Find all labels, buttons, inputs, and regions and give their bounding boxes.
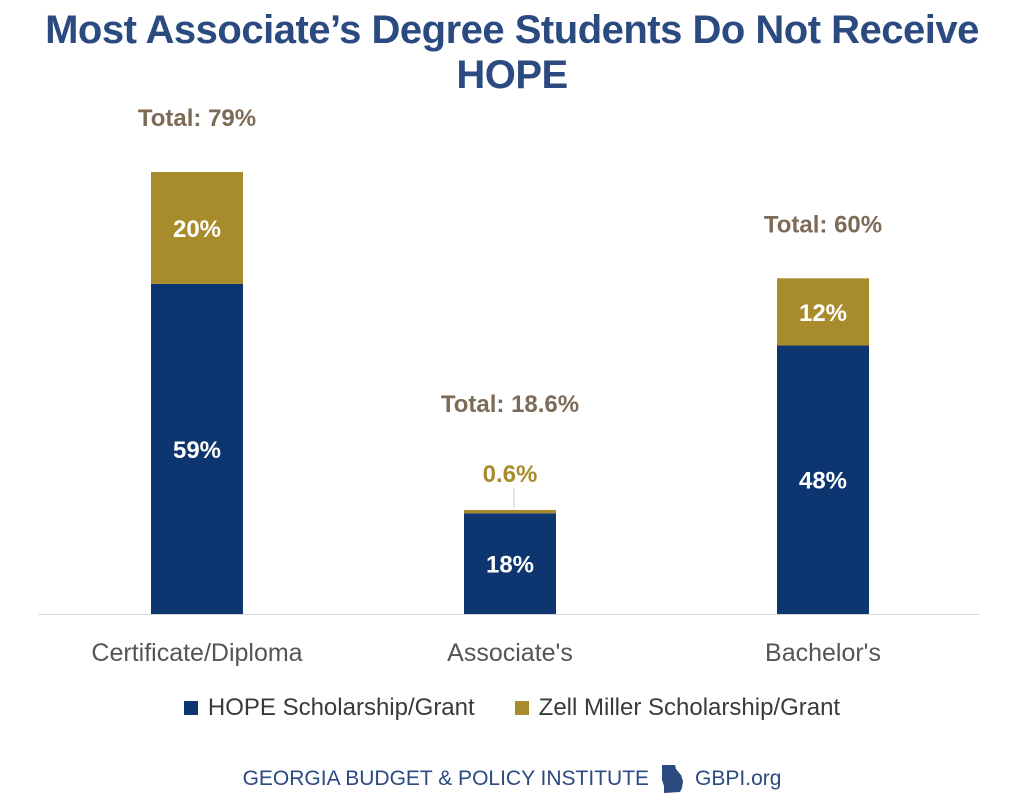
georgia-state-icon: [662, 765, 684, 793]
chart-title: Most Associate’s Degree Students Do Not …: [45, 8, 979, 97]
data-label-hope-1: 18%: [486, 552, 534, 579]
legend-label-hope: HOPE Scholarship/Grant: [207, 694, 475, 721]
bar-hope-0: [151, 283, 243, 614]
data-label-zell-1: 0.6%: [483, 461, 538, 488]
total-label-1: Total: 18.6%: [441, 391, 579, 418]
x-tick-label-1: Associate's: [447, 639, 573, 667]
legend-swatch-hope: [183, 701, 198, 715]
data-label-hope-0: 59%: [173, 437, 221, 464]
bar-zell-2: [777, 278, 869, 346]
legend-item-hope: HOPE Scholarship/Grant: [183, 694, 475, 722]
data-label-hope-2: 48%: [799, 468, 847, 495]
total-label-2: Total: 60%: [764, 211, 882, 238]
footer: GEORGIA BUDGET & POLICY INSTITUTE GBPI.o…: [0, 764, 1024, 794]
bar-zell-1: [464, 509, 556, 514]
footer-url[interactable]: GBPI.org: [695, 767, 782, 790]
data-label-zell-2: 12%: [799, 300, 847, 327]
stacked-bar-chart: 59% 20% Total: 79% Certificate/Diploma 18% 0.…: [38, 105, 980, 667]
legend-label-zell: Zell Miller Scholarship/Grant: [538, 694, 841, 721]
bar-hope-1: [464, 513, 556, 614]
x-tick-label-2: Bachelor's: [765, 639, 881, 667]
legend-swatch-zell: [514, 701, 529, 715]
data-label-zell-0: 20%: [173, 216, 221, 243]
bar-zell-0: [151, 172, 243, 284]
legend: HOPE Scholarship/Grant Zell Miller Schol…: [0, 694, 1024, 722]
x-tick-label-0: Certificate/Diploma: [91, 639, 302, 667]
total-label-0: Total: 79%: [138, 105, 256, 132]
bar-hope-2: [777, 345, 869, 614]
legend-item-zell: Zell Miller Scholarship/Grant: [514, 694, 841, 722]
footer-org: GEORGIA BUDGET & POLICY INSTITUTE: [242, 767, 650, 790]
